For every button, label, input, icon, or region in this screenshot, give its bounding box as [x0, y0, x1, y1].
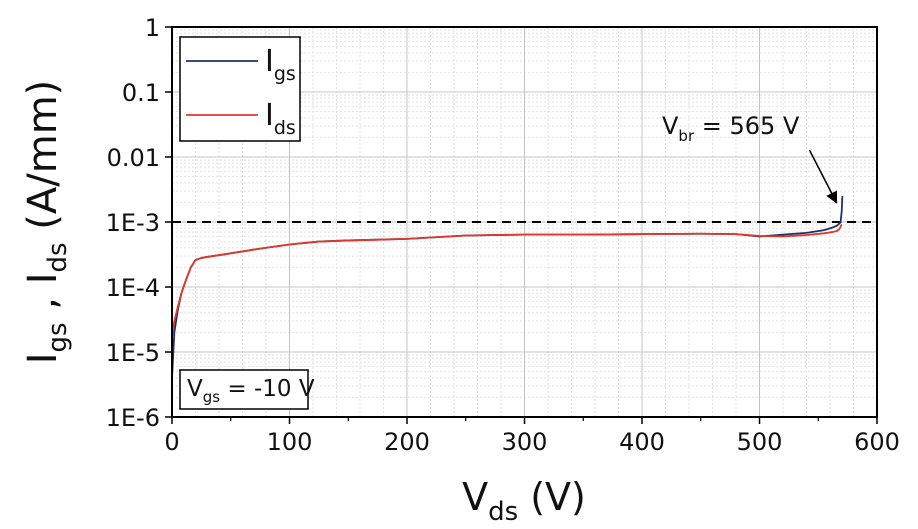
y-axis-title-mid: , I: [20, 272, 66, 322]
x-axis-title-main: V: [462, 475, 488, 519]
x-tick-label: 200: [384, 428, 430, 456]
legend-label-ids-sub: ds: [274, 117, 296, 139]
x-axis-title-unit: (V): [518, 475, 586, 519]
gate-bias-rest: = -10 V: [220, 376, 315, 402]
x-tick-labels: 0 100 200 300 400 500 600: [164, 428, 900, 456]
gate-bias-main: V: [187, 376, 203, 402]
legend-label-igs-main: I: [265, 44, 274, 79]
y-tick-label: 1E-6: [106, 404, 160, 432]
series-layer: [172, 196, 844, 378]
y-tick-label: 1: [145, 14, 160, 42]
y-axis-title-s1: gs: [43, 322, 73, 352]
x-tick-label: 300: [502, 428, 548, 456]
y-axis-title-p1: I: [20, 352, 66, 364]
gate-bias-sub: gs: [203, 388, 221, 406]
legend: Igs Ids: [179, 36, 301, 142]
gate-bias-box: Vgs = -10 V: [179, 369, 315, 410]
series-line-ds: [172, 223, 843, 339]
breakdown-arrow: [808, 149, 838, 204]
legend-box: [179, 36, 301, 142]
y-tick-label: 0.01: [107, 144, 160, 172]
y-tick-label: 1E-4: [106, 274, 160, 302]
legend-label-ids-main: I: [265, 98, 274, 133]
legend-label-igs-sub: gs: [274, 63, 296, 85]
x-axis-title: Vds (V): [462, 475, 586, 527]
y-tick-labels: 1E-6 1E-5 1E-4 1E-3 0.01 0.1 1: [106, 14, 160, 432]
breakdown-annotation-main: V: [662, 112, 679, 140]
x-tick-label: 600: [854, 428, 900, 456]
y-tick-label: 1E-3: [106, 209, 160, 237]
y-axis-title: Igs , Ids (A/mm): [20, 80, 73, 365]
y-tick-label: 0.1: [122, 79, 160, 107]
legend-label-ids: Ids: [265, 98, 296, 139]
x-tick-label: 500: [737, 428, 783, 456]
tick-marks: [165, 26, 878, 424]
x-tick-label: 100: [267, 428, 313, 456]
breakdown-annotation-rest: = 565 V: [694, 112, 800, 140]
x-axis-title-sub: ds: [488, 497, 518, 527]
x-tick-label: 400: [619, 428, 665, 456]
y-tick-label: 1E-5: [106, 339, 160, 367]
breakdown-annotation: Vbr = 565 V: [662, 112, 800, 145]
legend-label-igs: Igs: [265, 44, 296, 85]
x-tick-label: 0: [164, 428, 179, 456]
gate-bias-box-frame: [179, 369, 309, 410]
gate-bias-label: Vgs = -10 V: [187, 376, 315, 406]
y-axis-title-s2: ds: [43, 242, 73, 272]
y-axis-title-unit: (A/mm): [20, 80, 66, 243]
breakdown-annotation-sub: br: [678, 127, 695, 145]
